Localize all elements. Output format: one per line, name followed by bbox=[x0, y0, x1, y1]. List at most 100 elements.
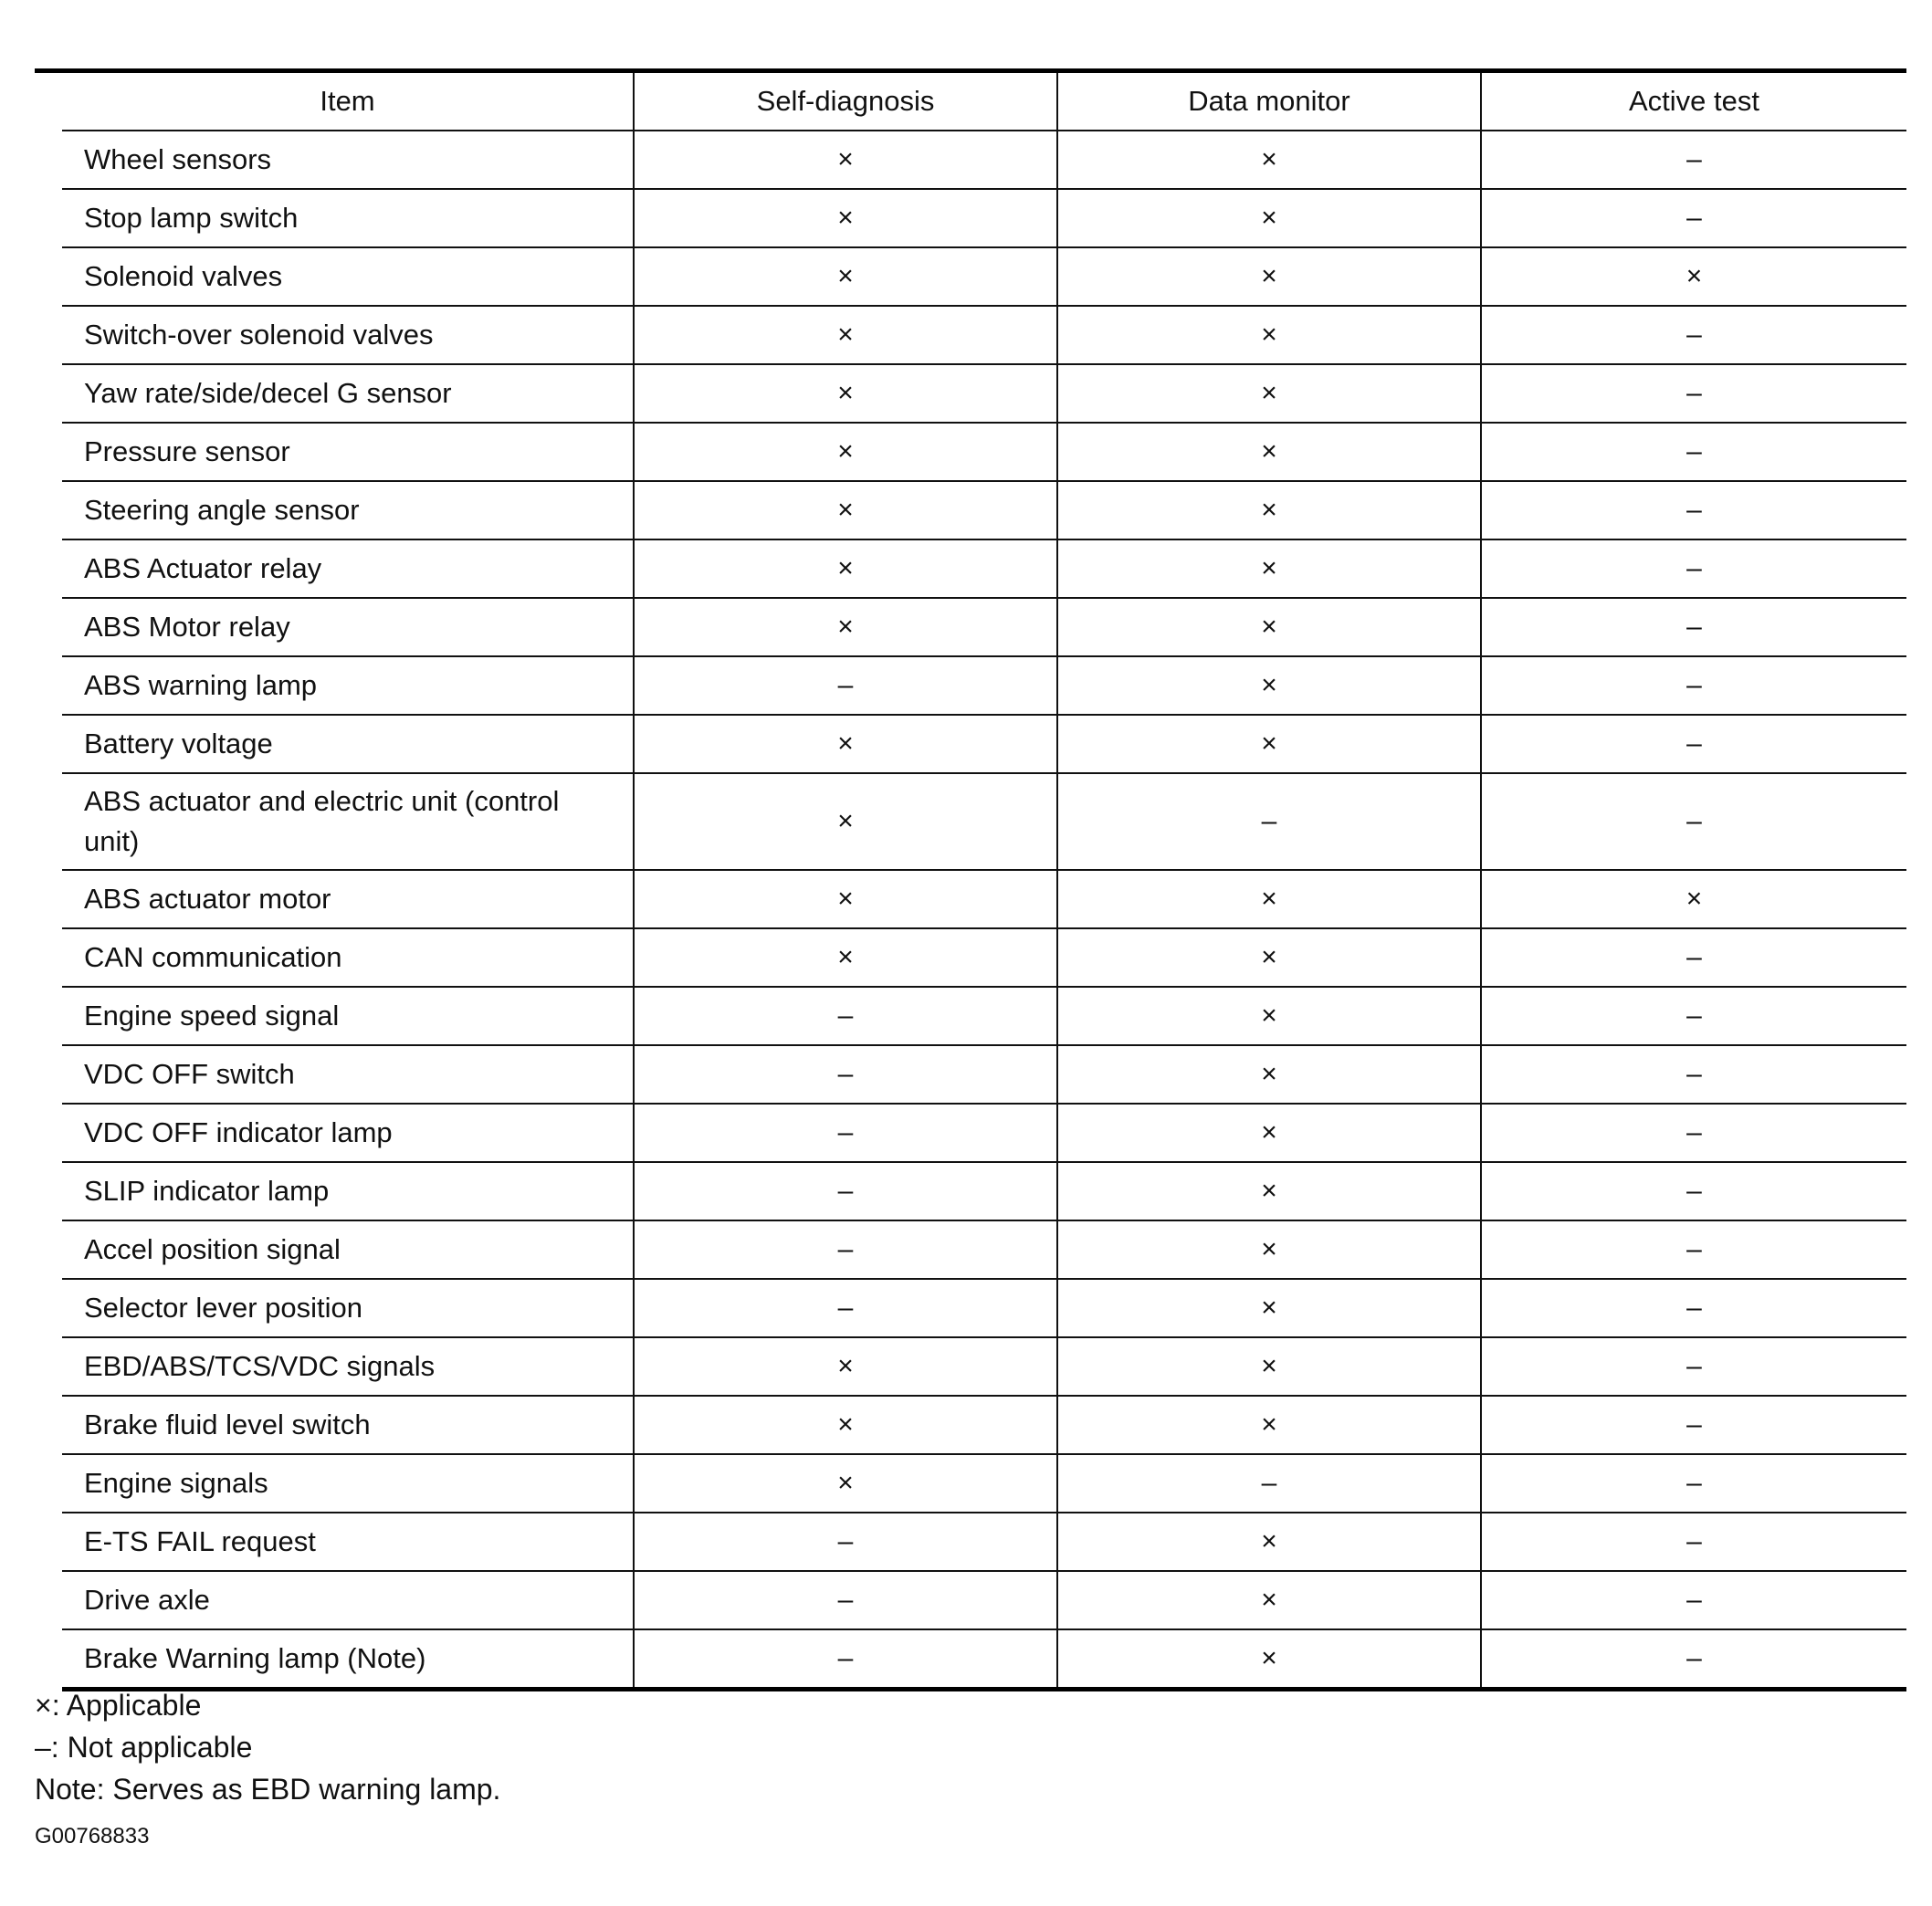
self-diagnosis-cell: × bbox=[633, 423, 1057, 482]
data-monitor-cell: × bbox=[1056, 928, 1481, 988]
table-row: E-TS FAIL request – × – bbox=[62, 1513, 1906, 1572]
item-cell: Switch-over solenoid valves bbox=[62, 306, 634, 365]
active-test-cell: – bbox=[1480, 1162, 1906, 1221]
item-cell: Steering angle sensor bbox=[62, 481, 634, 540]
active-test-cell: – bbox=[1480, 598, 1906, 657]
active-test-cell: – bbox=[1480, 1571, 1906, 1630]
self-diagnosis-cell: – bbox=[633, 1513, 1057, 1572]
active-test-cell: – bbox=[1480, 1629, 1906, 1691]
table-row: Switch-over solenoid valves × × – bbox=[62, 306, 1906, 365]
data-monitor-cell: × bbox=[1056, 1104, 1481, 1163]
self-diagnosis-cell: × bbox=[633, 598, 1057, 657]
table-row: Solenoid valves × × × bbox=[62, 247, 1906, 307]
data-monitor-cell: × bbox=[1056, 1629, 1481, 1691]
item-cell: ABS actuator and electric unit (control … bbox=[62, 773, 634, 871]
item-cell: Stop lamp switch bbox=[62, 189, 634, 248]
self-diagnosis-cell: × bbox=[633, 1454, 1057, 1513]
item-cell: ABS Actuator relay bbox=[62, 539, 634, 599]
header-item: Item bbox=[62, 73, 634, 131]
active-test-cell: – bbox=[1480, 715, 1906, 774]
header-active-test: Active test bbox=[1480, 73, 1906, 131]
data-monitor-cell: × bbox=[1056, 1513, 1481, 1572]
table-row: EBD/ABS/TCS/VDC signals × × – bbox=[62, 1337, 1906, 1397]
item-cell: ABS Motor relay bbox=[62, 598, 634, 657]
table-row: Brake fluid level switch × × – bbox=[62, 1396, 1906, 1455]
table-row: VDC OFF indicator lamp – × – bbox=[62, 1104, 1906, 1163]
self-diagnosis-cell: × bbox=[633, 773, 1057, 871]
active-test-cell: – bbox=[1480, 1220, 1906, 1280]
active-test-cell: – bbox=[1480, 423, 1906, 482]
data-monitor-cell: × bbox=[1056, 656, 1481, 716]
data-monitor-cell: × bbox=[1056, 1571, 1481, 1630]
table-row: Accel position signal – × – bbox=[62, 1220, 1906, 1280]
table-row: Brake Warning lamp (Note) – × – bbox=[62, 1629, 1906, 1691]
item-cell: Solenoid valves bbox=[62, 247, 634, 307]
self-diagnosis-cell: – bbox=[633, 1220, 1057, 1280]
item-cell: E-TS FAIL request bbox=[62, 1513, 634, 1572]
self-diagnosis-cell: × bbox=[633, 131, 1057, 190]
legend-not-applicable: –: Not applicable bbox=[35, 1731, 253, 1764]
item-cell: Accel position signal bbox=[62, 1220, 634, 1280]
data-monitor-cell: × bbox=[1056, 539, 1481, 599]
table-row: Battery voltage × × – bbox=[62, 715, 1906, 774]
item-cell: CAN communication bbox=[62, 928, 634, 988]
active-test-cell: – bbox=[1480, 928, 1906, 988]
self-diagnosis-cell: – bbox=[633, 987, 1057, 1046]
table-row: ABS warning lamp – × – bbox=[62, 656, 1906, 716]
self-diagnosis-cell: – bbox=[633, 1104, 1057, 1163]
table-row: ABS Motor relay × × – bbox=[62, 598, 1906, 657]
table-row: Wheel sensors × × – bbox=[62, 131, 1906, 190]
data-monitor-cell: × bbox=[1056, 131, 1481, 190]
item-cell: Selector lever position bbox=[62, 1279, 634, 1338]
item-cell: Pressure sensor bbox=[62, 423, 634, 482]
active-test-cell: – bbox=[1480, 1513, 1906, 1572]
data-monitor-cell: × bbox=[1056, 1337, 1481, 1397]
active-test-cell: – bbox=[1480, 773, 1906, 871]
data-monitor-cell: × bbox=[1056, 715, 1481, 774]
item-cell: VDC OFF switch bbox=[62, 1045, 634, 1105]
table-row: SLIP indicator lamp – × – bbox=[62, 1162, 1906, 1221]
data-monitor-cell: – bbox=[1056, 1454, 1481, 1513]
self-diagnosis-cell: × bbox=[633, 481, 1057, 540]
active-test-cell: – bbox=[1480, 539, 1906, 599]
item-cell: Brake Warning lamp (Note) bbox=[62, 1629, 634, 1691]
table-row: ABS actuator and electric unit (control … bbox=[62, 773, 1906, 871]
data-monitor-cell: × bbox=[1056, 598, 1481, 657]
self-diagnosis-cell: × bbox=[633, 715, 1057, 774]
data-monitor-cell: × bbox=[1056, 1279, 1481, 1338]
self-diagnosis-cell: × bbox=[633, 306, 1057, 365]
self-diagnosis-cell: – bbox=[633, 1162, 1057, 1221]
item-cell: Drive axle bbox=[62, 1571, 634, 1630]
figure-code: G00768833 bbox=[35, 1824, 150, 1848]
self-diagnosis-cell: – bbox=[633, 656, 1057, 716]
active-test-cell: × bbox=[1480, 247, 1906, 307]
active-test-cell: – bbox=[1480, 131, 1906, 190]
table-row: Engine signals × – – bbox=[62, 1454, 1906, 1513]
table-row: Pressure sensor × × – bbox=[62, 423, 1906, 482]
active-test-cell: – bbox=[1480, 481, 1906, 540]
data-monitor-cell: × bbox=[1056, 423, 1481, 482]
self-diagnosis-cell: × bbox=[633, 247, 1057, 307]
item-cell: Engine signals bbox=[62, 1454, 634, 1513]
table-row: Drive axle – × – bbox=[62, 1571, 1906, 1630]
header-self-diagnosis: Self-diagnosis bbox=[633, 73, 1057, 131]
self-diagnosis-cell: × bbox=[633, 189, 1057, 248]
table-row: ABS actuator motor × × × bbox=[62, 870, 1906, 929]
data-monitor-cell: × bbox=[1056, 1220, 1481, 1280]
item-cell: EBD/ABS/TCS/VDC signals bbox=[62, 1337, 634, 1397]
data-monitor-cell: × bbox=[1056, 189, 1481, 248]
table-row: Yaw rate/side/decel G sensor × × – bbox=[62, 364, 1906, 424]
active-test-cell: – bbox=[1480, 364, 1906, 424]
data-monitor-cell: × bbox=[1056, 870, 1481, 929]
table-row: Engine speed signal – × – bbox=[62, 987, 1906, 1046]
item-cell: Engine speed signal bbox=[62, 987, 634, 1046]
active-test-cell: – bbox=[1480, 1454, 1906, 1513]
active-test-cell: – bbox=[1480, 1279, 1906, 1338]
active-test-cell: – bbox=[1480, 1045, 1906, 1105]
header-data-monitor: Data monitor bbox=[1056, 73, 1481, 131]
item-cell: ABS warning lamp bbox=[62, 656, 634, 716]
legend-note: Note: Serves as EBD warning lamp. bbox=[35, 1773, 501, 1806]
self-diagnosis-cell: – bbox=[633, 1279, 1057, 1338]
item-cell: SLIP indicator lamp bbox=[62, 1162, 634, 1221]
self-diagnosis-cell: × bbox=[633, 1396, 1057, 1455]
